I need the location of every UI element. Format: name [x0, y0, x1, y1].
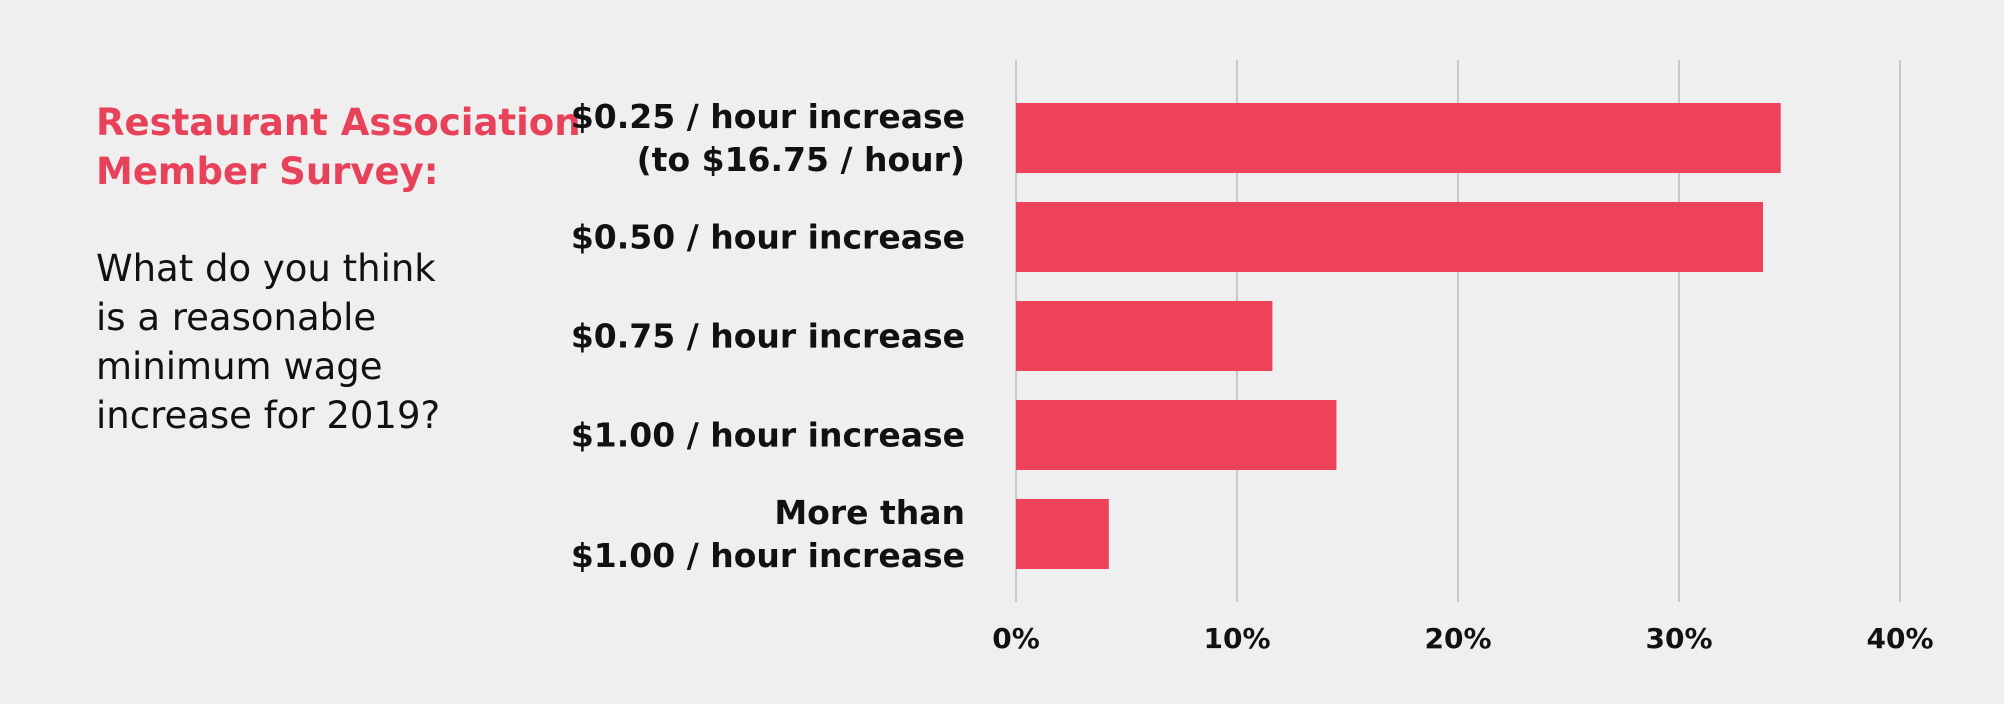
y-tick-label: $0.50 / hour increase — [570, 217, 965, 257]
bar — [1016, 400, 1337, 470]
x-tick-label: 0% — [992, 622, 1040, 655]
bar — [1016, 301, 1273, 371]
y-tick-label: $1.00 / hour increase — [570, 415, 965, 455]
chart-title: Restaurant Association Member Survey: — [96, 101, 581, 193]
chart-subtitle: What do you think is a reasonable minimu… — [96, 247, 441, 437]
y-tick-label: More than $1.00 / hour increase — [570, 493, 965, 575]
x-tick-label: 40% — [1866, 622, 1933, 655]
bar — [1016, 499, 1109, 569]
bar — [1016, 202, 1763, 272]
y-tick-label: $0.25 / hour increase (to $16.75 / hour) — [570, 97, 965, 179]
x-tick-label: 20% — [1424, 622, 1491, 655]
bar — [1016, 103, 1781, 173]
x-tick-label: 10% — [1203, 622, 1270, 655]
y-tick-label: $0.75 / hour increase — [570, 316, 965, 356]
x-tick-label: 30% — [1645, 622, 1712, 655]
